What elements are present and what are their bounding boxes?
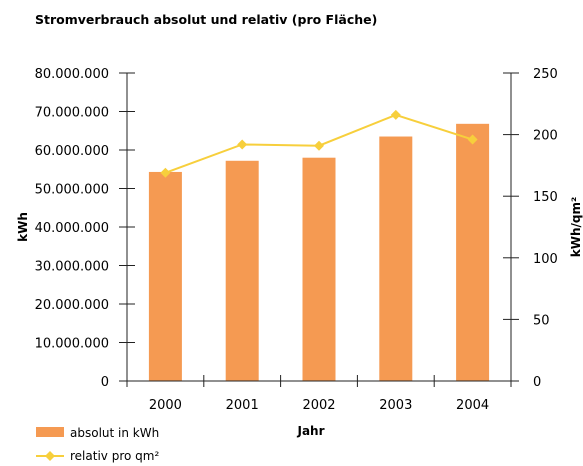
y-axis-label: kWh bbox=[16, 212, 30, 242]
y2-tick-label: 0 bbox=[533, 375, 541, 390]
legend-swatch-marker bbox=[45, 451, 55, 461]
y-tick-label: 70.000.000 bbox=[35, 106, 109, 121]
legend-label-line: relativ pro qm² bbox=[70, 449, 159, 463]
bar bbox=[148, 171, 182, 381]
legend-label-bar: absolut in kWh bbox=[70, 426, 159, 440]
y-tick-label: 20.000.000 bbox=[35, 298, 109, 313]
y2-axis-label: kWh/qm² bbox=[569, 197, 583, 258]
bar bbox=[456, 123, 490, 381]
y2-tick-label: 100 bbox=[533, 252, 558, 267]
legend: absolut in kWh relativ pro qm² bbox=[36, 426, 159, 463]
x-tick-label: 2004 bbox=[456, 398, 489, 413]
line-point bbox=[390, 109, 401, 120]
line-point bbox=[314, 140, 324, 151]
y-tick-label: 40.000.000 bbox=[35, 221, 109, 236]
bar bbox=[302, 157, 336, 381]
x-tick-label: 2000 bbox=[149, 398, 182, 413]
x-tick-label: 2002 bbox=[302, 398, 335, 413]
y-tick-label: 60.000.000 bbox=[35, 144, 109, 159]
x-tick-label: 2003 bbox=[379, 398, 412, 413]
bar-series bbox=[148, 123, 490, 381]
legend-swatch-bar bbox=[36, 427, 64, 437]
line-point bbox=[160, 167, 171, 178]
y-tick-label: 30.000.000 bbox=[35, 260, 109, 275]
y-tick-label: 80.000.000 bbox=[35, 67, 109, 82]
x-tick-label: 2001 bbox=[226, 398, 259, 413]
bar bbox=[379, 136, 413, 381]
line-series bbox=[160, 109, 478, 178]
line-point bbox=[467, 134, 478, 145]
y-tick-label: 10.000.000 bbox=[35, 337, 109, 352]
y-tick-label: 0 bbox=[101, 375, 109, 390]
y-tick-label: 50.000.000 bbox=[35, 183, 109, 198]
axes: 0 10.000.000 20.000.000 30.000.000 40.000.00… bbox=[35, 67, 558, 413]
y2-tick-label: 200 bbox=[533, 129, 558, 144]
y2-tick-label: 150 bbox=[533, 190, 558, 205]
x-axis-label: Jahr bbox=[296, 424, 324, 438]
y2-tick-label: 50 bbox=[533, 313, 550, 328]
y2-tick-label: 250 bbox=[533, 67, 558, 82]
line-point bbox=[237, 139, 248, 150]
bar bbox=[225, 160, 259, 381]
chart-title: Stromverbrauch absolut und relativ (pro … bbox=[35, 12, 377, 27]
